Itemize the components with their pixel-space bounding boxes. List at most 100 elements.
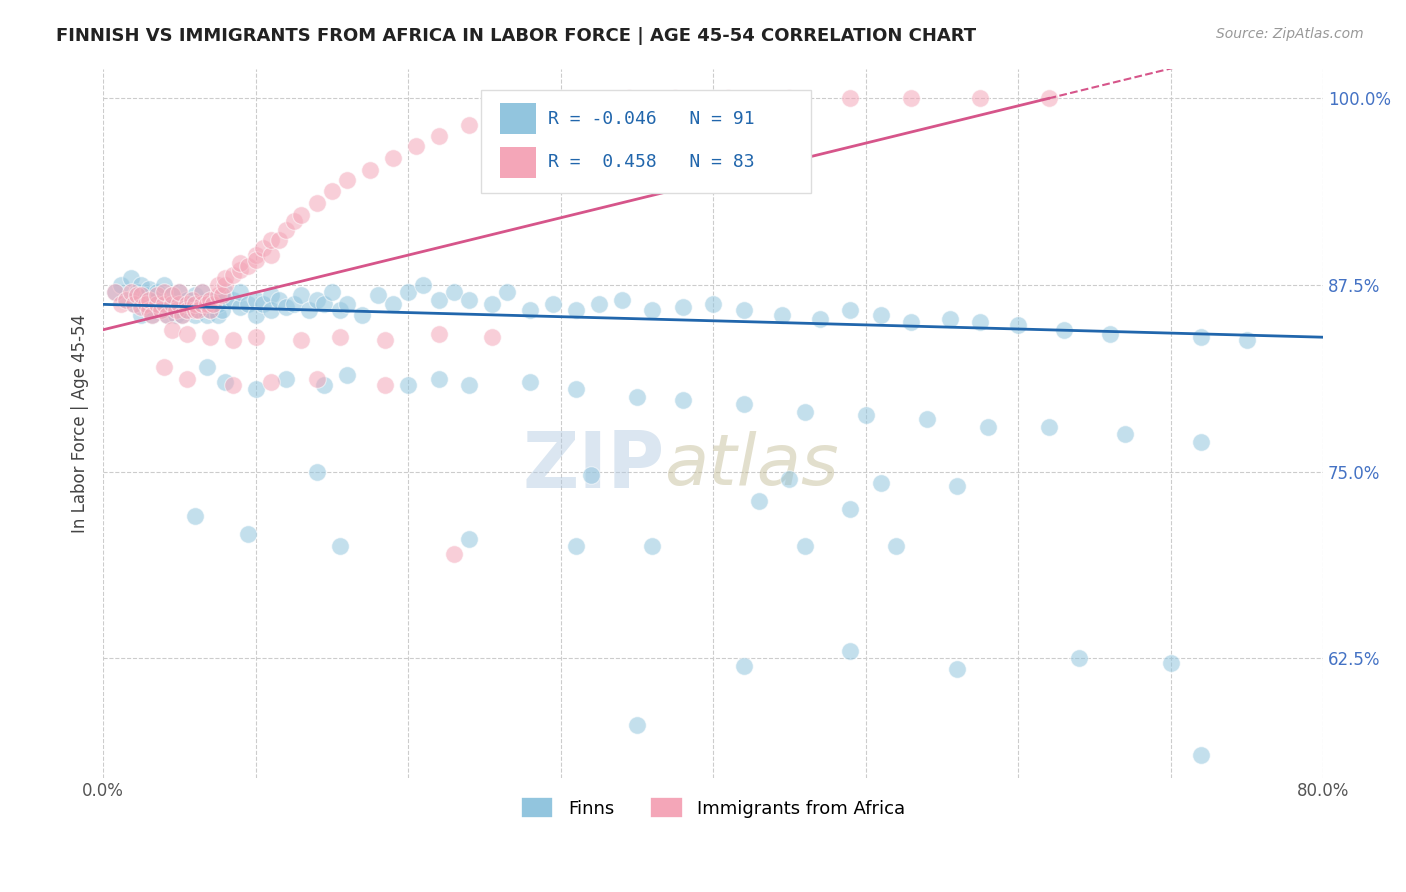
Text: FINNISH VS IMMIGRANTS FROM AFRICA IN LABOR FORCE | AGE 45-54 CORRELATION CHART: FINNISH VS IMMIGRANTS FROM AFRICA IN LAB… bbox=[56, 27, 976, 45]
Point bbox=[245, 248, 267, 262]
Point bbox=[283, 214, 305, 228]
Point bbox=[198, 330, 221, 344]
Point bbox=[260, 288, 283, 302]
Point bbox=[191, 297, 214, 311]
Point bbox=[915, 412, 938, 426]
Point bbox=[305, 372, 328, 386]
Point bbox=[305, 293, 328, 307]
Point bbox=[626, 718, 648, 732]
Point bbox=[588, 297, 610, 311]
Point bbox=[214, 293, 236, 307]
Point bbox=[115, 293, 138, 307]
Point bbox=[579, 467, 602, 482]
Point bbox=[336, 297, 359, 311]
Point bbox=[153, 360, 176, 375]
Point bbox=[104, 285, 127, 300]
Point bbox=[328, 330, 350, 344]
Point bbox=[519, 303, 541, 318]
Point bbox=[195, 360, 218, 375]
Text: R =  0.458   N = 83: R = 0.458 N = 83 bbox=[548, 153, 755, 171]
Point bbox=[427, 327, 450, 342]
Point bbox=[160, 297, 183, 311]
Point bbox=[1114, 427, 1136, 442]
Point bbox=[541, 297, 564, 311]
Point bbox=[519, 375, 541, 389]
Text: atlas: atlas bbox=[664, 431, 839, 500]
Point bbox=[626, 390, 648, 404]
Point bbox=[183, 308, 205, 322]
Point bbox=[229, 285, 252, 300]
Point bbox=[946, 479, 969, 493]
Point bbox=[481, 330, 503, 344]
Point bbox=[104, 285, 127, 300]
Point bbox=[290, 208, 312, 222]
Point bbox=[252, 241, 274, 255]
Point bbox=[129, 308, 152, 322]
Point bbox=[314, 378, 336, 392]
Point bbox=[125, 288, 148, 302]
Point bbox=[183, 509, 205, 524]
Point bbox=[145, 285, 167, 300]
Point bbox=[211, 303, 233, 318]
Point bbox=[900, 315, 922, 329]
Point bbox=[180, 297, 202, 311]
Point bbox=[458, 532, 481, 546]
Point bbox=[180, 293, 202, 307]
Point bbox=[245, 308, 267, 322]
Point bbox=[260, 303, 283, 318]
Point bbox=[839, 643, 862, 657]
Point bbox=[793, 539, 815, 553]
Point bbox=[260, 375, 283, 389]
Point bbox=[870, 476, 893, 491]
Point bbox=[145, 297, 167, 311]
Point bbox=[165, 308, 187, 322]
Point bbox=[169, 297, 191, 311]
Point bbox=[214, 375, 236, 389]
Point bbox=[207, 277, 229, 292]
Point bbox=[336, 368, 359, 382]
Point bbox=[245, 252, 267, 267]
Point bbox=[138, 293, 160, 307]
Point bbox=[443, 285, 465, 300]
Point bbox=[717, 91, 740, 105]
Point bbox=[110, 297, 132, 311]
Point bbox=[381, 297, 404, 311]
Point bbox=[969, 91, 991, 105]
Point bbox=[150, 303, 173, 318]
Point bbox=[276, 372, 298, 386]
Point bbox=[135, 288, 157, 302]
Point bbox=[160, 288, 183, 302]
Point bbox=[458, 118, 481, 132]
Point bbox=[672, 392, 695, 407]
Point bbox=[191, 297, 214, 311]
Point bbox=[702, 297, 724, 311]
Point bbox=[1189, 434, 1212, 449]
Point bbox=[938, 312, 960, 326]
Point bbox=[214, 270, 236, 285]
Point bbox=[191, 285, 214, 300]
Point bbox=[153, 285, 176, 300]
Point bbox=[276, 223, 298, 237]
Point bbox=[169, 285, 191, 300]
Point bbox=[619, 91, 641, 105]
Point bbox=[138, 282, 160, 296]
Point bbox=[150, 303, 173, 318]
Point bbox=[367, 288, 389, 302]
Point bbox=[138, 301, 160, 315]
Point bbox=[1007, 318, 1029, 333]
Point bbox=[183, 303, 205, 318]
Point bbox=[252, 297, 274, 311]
Point bbox=[778, 91, 800, 105]
Point bbox=[839, 501, 862, 516]
Point bbox=[672, 301, 695, 315]
Point bbox=[120, 285, 142, 300]
FancyBboxPatch shape bbox=[499, 103, 536, 135]
Point bbox=[172, 308, 194, 322]
Point bbox=[260, 233, 283, 247]
Point bbox=[305, 195, 328, 210]
Point bbox=[236, 259, 259, 273]
Point bbox=[198, 303, 221, 318]
Point bbox=[900, 91, 922, 105]
Point bbox=[176, 303, 198, 318]
Point bbox=[641, 303, 664, 318]
